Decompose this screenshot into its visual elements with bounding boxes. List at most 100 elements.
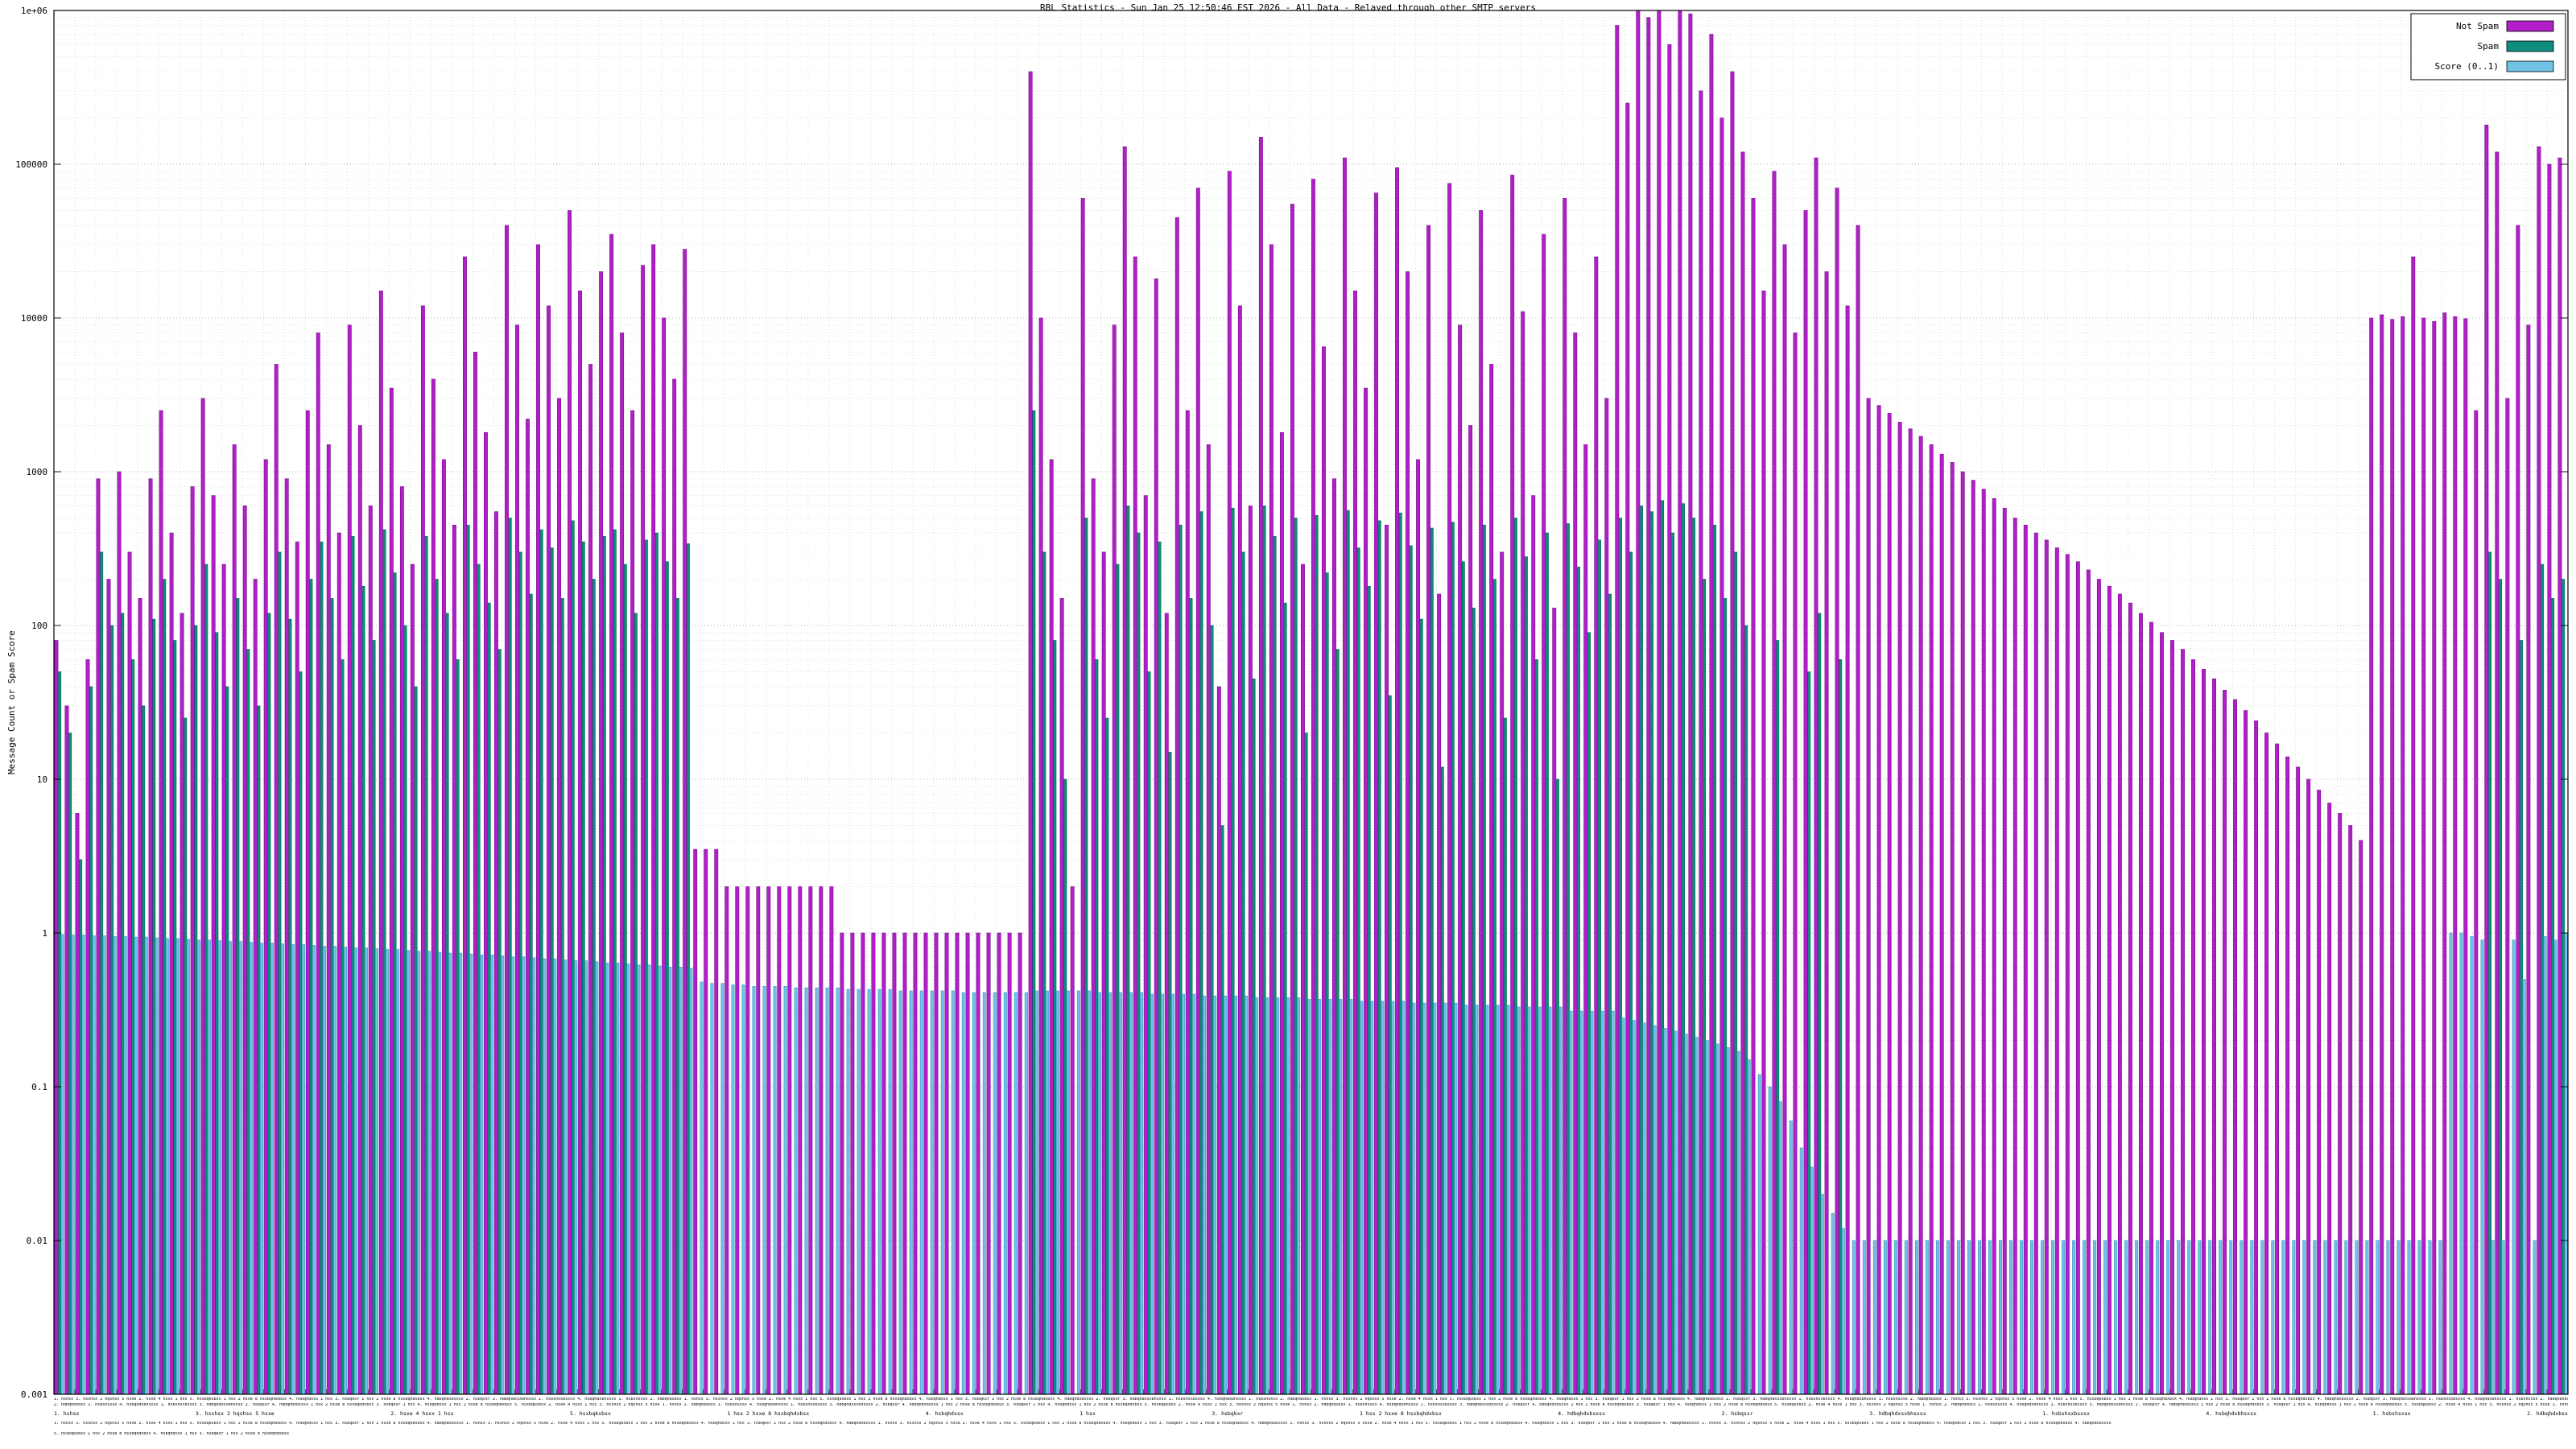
bar-not-spam (2054, 547, 2059, 1395)
bar-score (2564, 932, 2568, 1395)
y-tick-label: 0.001 (21, 1389, 47, 1400)
bar-not-spam (1573, 332, 1578, 1395)
bar-score (1171, 993, 1175, 1395)
bar-score (710, 983, 714, 1395)
bar-score (1999, 1240, 2003, 1395)
bar-spam (1650, 511, 1654, 1395)
bar-score (574, 960, 578, 1395)
bar-not-spam (1604, 398, 1609, 1395)
bar-not-spam (1740, 151, 1745, 1395)
bar-score (1097, 992, 1101, 1395)
bar-not-spam (1468, 425, 1473, 1395)
bar-spam (1252, 678, 1256, 1395)
bar-score (1914, 1240, 1918, 1395)
bar-spam (1483, 524, 1486, 1395)
bar-not-spam (399, 486, 404, 1395)
bar-not-spam (148, 478, 153, 1395)
bar-not-spam (2432, 320, 2437, 1395)
bar-score (480, 954, 484, 1395)
bar-not-spam (462, 256, 467, 1395)
bar-not-spam (871, 932, 876, 1395)
bar-spam (204, 564, 208, 1395)
bar-score (323, 946, 327, 1395)
bar-not-spam (2421, 317, 2426, 1395)
bar-spam (236, 598, 240, 1395)
bar-spam (382, 529, 386, 1395)
bar-spam (1304, 733, 1308, 1395)
bar-score (2135, 1240, 2139, 1395)
bar-score (2344, 1240, 2348, 1395)
bar-not-spam (1866, 398, 1871, 1395)
bar-score (658, 965, 662, 1395)
bar-spam (403, 625, 407, 1395)
bar-not-spam (2411, 256, 2416, 1395)
bar-spam (1598, 539, 1601, 1395)
bar-not-spam (316, 332, 320, 1395)
bar-spam (320, 541, 324, 1395)
bar-not-spam (2557, 157, 2562, 1395)
bar-spam (1440, 766, 1444, 1395)
bar-not-spam (64, 705, 69, 1395)
bar-spam (1839, 659, 1843, 1395)
bar-score (668, 967, 672, 1395)
bar-spam (2499, 579, 2503, 1395)
bar-not-spam (1206, 444, 1211, 1395)
bar-score (1831, 1213, 1835, 1395)
bar-score (1517, 1006, 1521, 1395)
bar-score (2365, 1240, 2369, 1395)
bar-spam (571, 520, 575, 1395)
bar-spam (1262, 506, 1266, 1395)
bar-spam (529, 593, 533, 1395)
bar-not-spam (1489, 364, 1494, 1395)
bar-not-spam (2537, 146, 2541, 1395)
bar-score (867, 989, 871, 1395)
bar-spam (655, 532, 658, 1395)
bar-spam (1776, 640, 1780, 1395)
bar-spam (1535, 659, 1538, 1395)
bar-not-spam (798, 886, 803, 1395)
bar-score (81, 935, 85, 1395)
bar-spam (1367, 585, 1371, 1395)
bar-not-spam (861, 932, 865, 1395)
bar-not-spam (568, 210, 572, 1395)
bar-not-spam (1091, 478, 1096, 1395)
bar-not-spam (1552, 607, 1557, 1395)
bar-score (1757, 1074, 1761, 1395)
bar-not-spam (1343, 157, 1347, 1395)
bar-score (1203, 995, 1207, 1395)
x-axis-group-label: 3. hdbqhdxsxbhsxsx (1869, 1411, 1926, 1417)
bar-not-spam (138, 598, 142, 1395)
bar-score (762, 985, 766, 1395)
bar-not-spam (1678, 10, 1682, 1395)
bar-spam (131, 659, 135, 1395)
bar-not-spam (1353, 291, 1357, 1395)
bar-score (291, 944, 295, 1395)
bar-score (951, 990, 955, 1395)
bar-score (1663, 1028, 1667, 1395)
bar-not-spam (1122, 146, 1127, 1395)
bar-not-spam (169, 532, 174, 1395)
bar-spam (1807, 671, 1811, 1395)
series-bar-spam (58, 410, 2566, 1395)
bar-not-spam (850, 932, 855, 1395)
bar-not-spam (735, 886, 740, 1395)
bar-not-spam (1038, 317, 1043, 1395)
y-tick-label: 0.1 (31, 1082, 47, 1092)
x-axis-group-label: 1 hsx (1080, 1411, 1096, 1417)
bar-not-spam (242, 506, 247, 1395)
bar-spam (687, 543, 690, 1395)
bar-spam (361, 585, 365, 1395)
bar-score (857, 989, 861, 1395)
bar-spam (1105, 717, 1109, 1395)
bar-score (700, 981, 704, 1395)
bar-spam (623, 564, 627, 1395)
bar-score (2198, 1240, 2202, 1395)
x-axis-group-label: 4. hdbqhdxbsxsx (1558, 1411, 1605, 1417)
bar-not-spam (1374, 192, 1378, 1395)
bar-not-spam (2181, 649, 2185, 1395)
bar-score (2020, 1240, 2024, 1395)
bar-score (1611, 1010, 1615, 1395)
bar-not-spam (515, 324, 519, 1395)
